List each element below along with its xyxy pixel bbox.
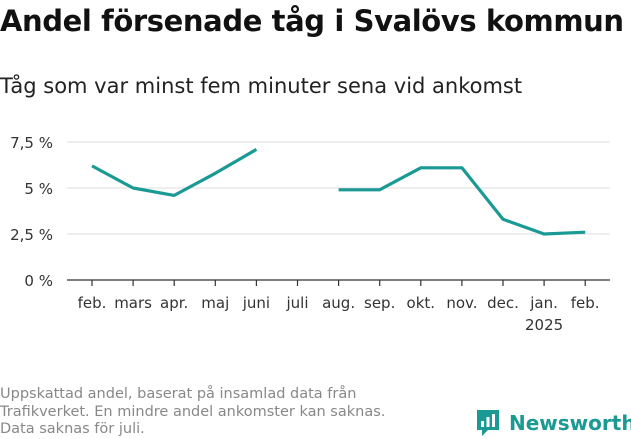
- x-tick-label: feb.: [571, 294, 600, 312]
- x-tick-label: jan.: [529, 294, 558, 312]
- footnote-line: Uppskattad andel, baserat på insamlad da…: [0, 386, 357, 402]
- footnote: Uppskattad andel, baserat på insamlad da…: [0, 386, 440, 439]
- x-tick-label: mars: [114, 294, 152, 312]
- y-tick-label: 2,5 %: [10, 226, 53, 244]
- x-tick-label: maj: [201, 294, 229, 312]
- x-tick-label: juli: [285, 294, 308, 312]
- chart-title: Andel försenade tåg i Svalövs kommun: [0, 4, 624, 38]
- x-tick-label: okt.: [407, 294, 436, 312]
- y-tick-label: 7,5 %: [10, 134, 53, 152]
- x-tick-label: dec.: [487, 294, 519, 312]
- x-year-label: 2025: [525, 316, 563, 334]
- chart-subtitle: Tåg som var minst fem minuter sena vid a…: [0, 74, 523, 98]
- x-tick-label: feb.: [78, 294, 107, 312]
- brand: Newsworthy: [475, 408, 631, 438]
- line-chart: 0 % 2,5 % 5 % 7,5 % feb. mars apr. maj juni juli a…: [10, 134, 610, 334]
- x-tick-label: sep.: [364, 294, 395, 312]
- series-line: [91, 148, 258, 198]
- x-tick-label: juni: [242, 294, 270, 312]
- x-tick-label: apr.: [160, 294, 188, 312]
- series-line: [338, 166, 586, 236]
- footnote-line: Data saknas för juli.: [0, 421, 145, 437]
- newsworthy-logo-icon: [477, 410, 499, 436]
- x-tick-label: nov.: [446, 294, 477, 312]
- x-tick-label: aug.: [322, 294, 355, 312]
- footnote-line: Trafikverket. En mindre andel ankomster …: [0, 403, 386, 420]
- y-tick-label: 0 %: [24, 272, 53, 290]
- y-tick-label: 5 %: [24, 180, 53, 198]
- brand-name: Newsworthy: [509, 411, 631, 435]
